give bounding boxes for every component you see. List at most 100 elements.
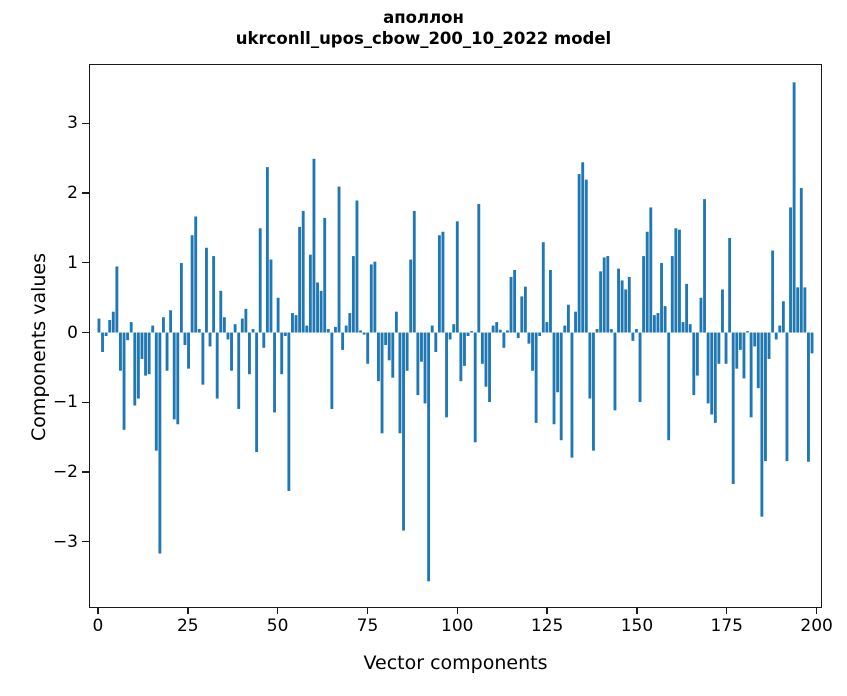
bar (258, 228, 262, 333)
bar (172, 332, 176, 420)
bar (179, 263, 183, 333)
bar (581, 162, 585, 333)
bar (760, 332, 764, 517)
bar (255, 332, 259, 453)
y-tick-label: −3 (52, 531, 78, 552)
y-tick-mark (82, 192, 89, 194)
y-tick-label: 3 (67, 113, 78, 134)
y-tick-label: −1 (52, 392, 78, 413)
bar (427, 332, 431, 582)
bar (416, 332, 420, 396)
bar (312, 158, 316, 333)
bar (703, 199, 706, 333)
bar (441, 231, 445, 333)
bar (298, 226, 302, 333)
bar (491, 325, 495, 333)
bar (398, 332, 402, 434)
y-tick-label: −2 (52, 462, 78, 482)
bar (563, 325, 567, 333)
bar (276, 297, 280, 333)
bar (97, 318, 101, 333)
bar (323, 217, 327, 333)
bar (144, 332, 147, 376)
bar (523, 286, 527, 333)
bar (717, 332, 721, 364)
bar (796, 287, 800, 333)
x-tick-label: 200 (800, 616, 833, 636)
x-tick-mark (456, 607, 458, 614)
y-tick-label: 2 (67, 183, 78, 204)
bar (577, 174, 581, 333)
bar (240, 318, 244, 333)
bar (430, 325, 434, 333)
bar (452, 324, 456, 333)
bar (527, 332, 531, 344)
bar (412, 210, 416, 333)
bar (377, 332, 380, 382)
bar (305, 325, 309, 333)
bar (609, 329, 613, 333)
bar (319, 290, 323, 333)
bar (380, 332, 384, 434)
bar (316, 282, 319, 333)
bar (789, 207, 792, 333)
bar (405, 332, 409, 371)
bar (104, 332, 108, 336)
bar (538, 332, 542, 336)
bar (348, 313, 352, 333)
x-tick-label: 100 (441, 616, 474, 636)
bar (402, 332, 405, 531)
bar (584, 179, 588, 333)
bar (520, 296, 524, 333)
bar (667, 332, 671, 441)
x-tick-mark (97, 607, 99, 614)
bar (262, 332, 266, 348)
bar (280, 332, 284, 375)
chart-title-line-1: аполлон (383, 8, 464, 27)
bar (373, 261, 377, 333)
bar (477, 203, 481, 333)
bar (366, 332, 370, 364)
x-tick-label: 50 (266, 616, 289, 636)
bar (473, 332, 477, 443)
bar (728, 238, 732, 333)
bar (101, 332, 104, 352)
bar (384, 332, 388, 346)
bar (165, 332, 169, 371)
bar (308, 254, 312, 333)
bar (344, 325, 348, 333)
bar (566, 304, 570, 333)
bar (212, 256, 216, 333)
bar (631, 332, 635, 341)
bar (248, 332, 251, 375)
bar (681, 322, 685, 333)
bar (187, 332, 190, 369)
bar (803, 287, 807, 333)
bar (545, 322, 549, 333)
bar (670, 256, 674, 333)
bar (635, 329, 638, 333)
bar (190, 235, 194, 333)
bar (506, 330, 509, 333)
bar (362, 332, 366, 335)
bar (781, 301, 785, 333)
bar (369, 264, 373, 333)
bar (133, 332, 137, 406)
bar (387, 332, 391, 361)
y-axis-tick-labels: −3 −2 −1 0 1 2 3 (36, 0, 78, 696)
bar (337, 186, 341, 333)
bar (265, 167, 269, 333)
bar (301, 210, 305, 333)
bar (201, 332, 205, 385)
y-tick-mark (82, 471, 89, 473)
x-tick-label: 125 (530, 616, 564, 636)
bar (502, 332, 506, 348)
bar (552, 332, 556, 425)
bar (627, 276, 631, 333)
x-tick-mark (726, 607, 728, 614)
bar (509, 276, 513, 333)
bar (595, 329, 599, 333)
bar (713, 332, 717, 423)
bar (183, 332, 187, 346)
bar (753, 332, 757, 347)
